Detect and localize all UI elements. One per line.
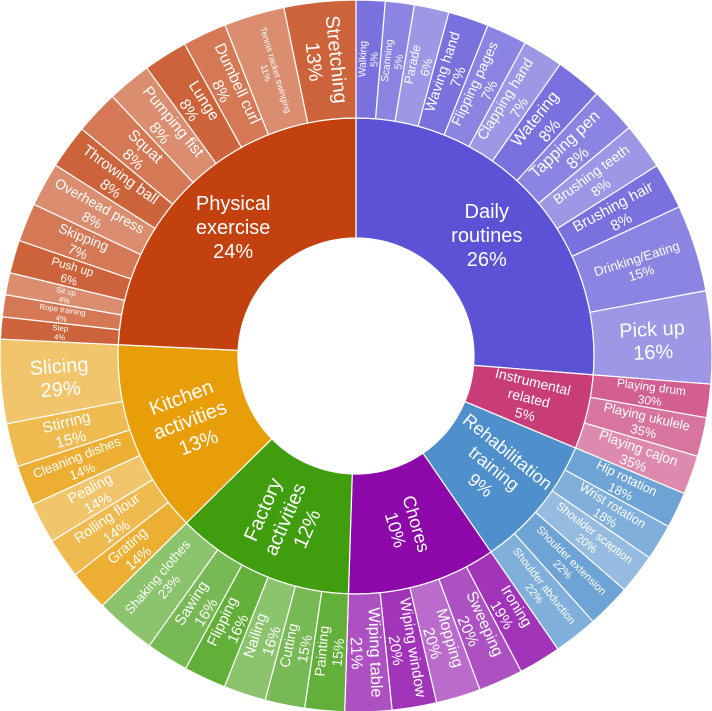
- subcategory-label: Slicing: [29, 354, 89, 380]
- subcategory-label: Step: [52, 323, 69, 333]
- category-label: Daily: [465, 201, 509, 223]
- category-value-label: 24%: [213, 241, 253, 263]
- subcategory-label: Walking: [357, 40, 369, 77]
- subcategory-value-label: 4%: [54, 332, 66, 342]
- subcategory-value-label: 4%: [55, 313, 67, 324]
- subcategory-value-label: 5%: [393, 54, 406, 70]
- subcategory-value-label: 30%: [637, 392, 663, 409]
- center-hole: [238, 238, 474, 474]
- subcategory-label: Pick up: [619, 317, 686, 342]
- subcategory-label: Wiping table: [364, 607, 385, 698]
- subcategory-value-label: 21%: [347, 636, 366, 669]
- subcategory-value-label: 29%: [40, 377, 82, 402]
- subcategory-label: Sit up: [55, 285, 77, 298]
- subcategory-value-label: 11%: [259, 63, 274, 82]
- subcategory-value-label: 5%: [369, 52, 381, 67]
- subcategory-value-label: 35%: [629, 421, 658, 442]
- category-label: routines: [451, 225, 522, 247]
- inner-ring: Dailyroutines26%Instrumentalrelated5%Reh…: [117, 117, 595, 595]
- category-label: Physical: [196, 193, 270, 215]
- subcategory-value-label: 6%: [418, 57, 435, 77]
- subcategory-value-label: 15%: [294, 633, 315, 664]
- subcategory-value-label: 4%: [58, 295, 71, 306]
- category-value-label: 26%: [467, 249, 507, 271]
- subcategory-value-label: 13%: [301, 41, 327, 82]
- subcategory-value-label: 7%: [66, 241, 90, 262]
- subcategory-label: Painting: [311, 625, 331, 677]
- subcategory-label: Scanning: [380, 38, 396, 82]
- subcategory-value-label: 20%: [385, 634, 407, 667]
- category-value-label: 5%: [513, 404, 536, 424]
- subcategory-value-label: 6%: [59, 271, 80, 289]
- category-label: exercise: [196, 217, 270, 239]
- subcategory-value-label: 16%: [633, 341, 674, 365]
- subcategory-value-label: 15%: [329, 637, 347, 667]
- segment-physical-exercise-stretching[interactable]: [283, 0, 357, 124]
- subcategory-value-label: 7%: [477, 78, 500, 103]
